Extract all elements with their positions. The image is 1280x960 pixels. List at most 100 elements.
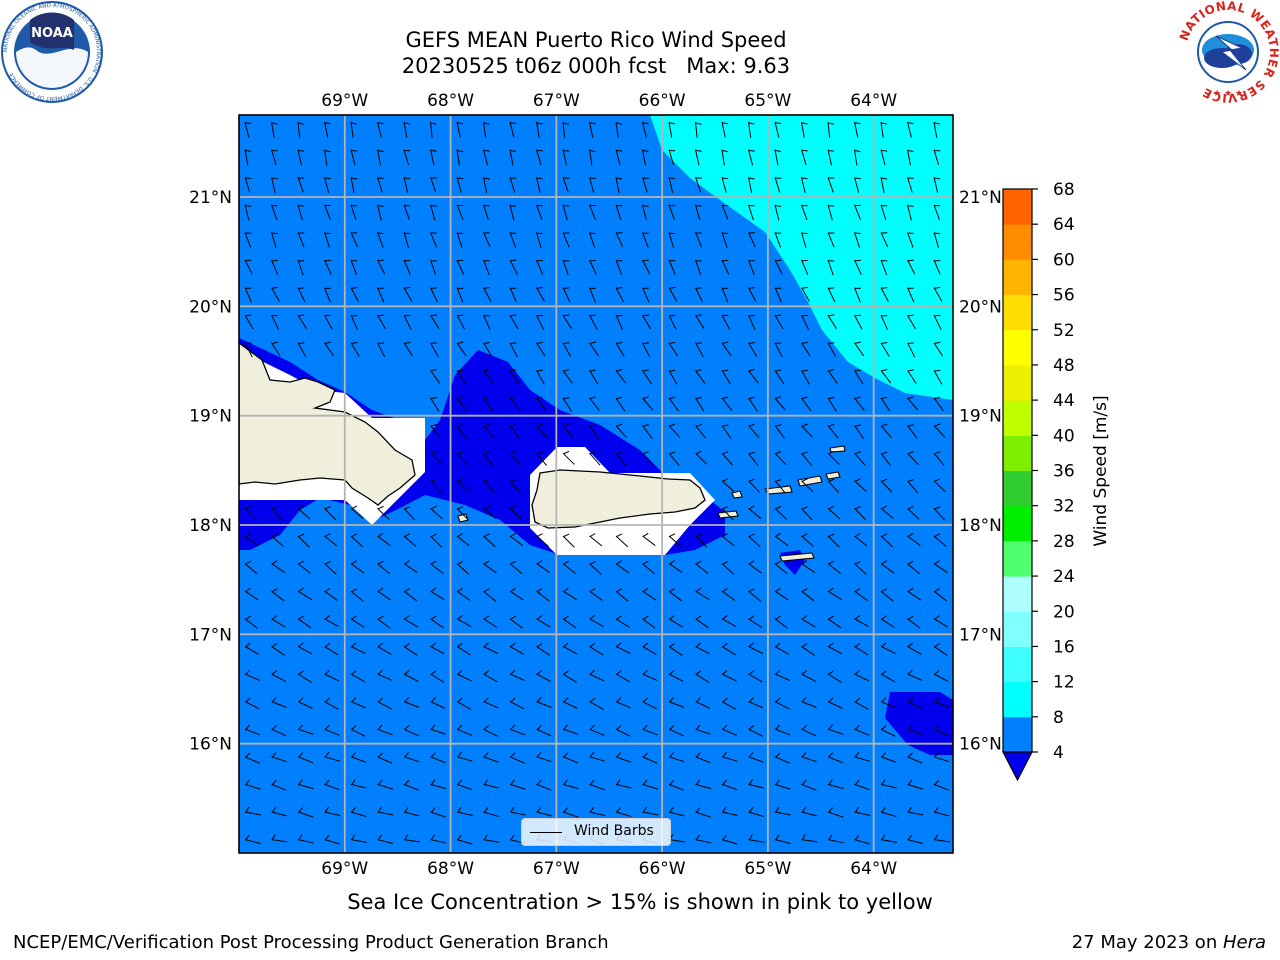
wind-barb: [244, 287, 252, 303]
wind-barb: [297, 342, 307, 358]
wind-barb: [907, 121, 914, 138]
wind-barb: [271, 204, 278, 221]
wind-barb: [562, 724, 579, 735]
wind-barb: [721, 314, 731, 330]
wind-barb: [350, 341, 360, 357]
wind-barb: [827, 560, 841, 574]
wind-barb: [589, 121, 596, 138]
wind-barb: [748, 259, 755, 276]
wind-barb: [668, 177, 676, 193]
lon-tick-label-bottom: 68°W: [427, 859, 474, 879]
wind-barb: [933, 588, 947, 602]
wind-barb: [642, 204, 649, 221]
wind-barb: [668, 588, 682, 602]
graticule: [239, 115, 953, 853]
wind-barb: [801, 259, 809, 275]
wind-barb: [721, 834, 738, 845]
wind-barb: [430, 397, 440, 412]
wind-barb: [589, 451, 601, 466]
wind-barb: [483, 423, 495, 439]
colorbar-segment: [1003, 646, 1032, 683]
wind-barb: [271, 177, 278, 193]
wind-barb: [721, 478, 735, 492]
wind-barb: [907, 697, 922, 710]
wind-barb: [615, 642, 631, 654]
wind-barb: [271, 149, 278, 166]
wind-barb: [748, 670, 763, 683]
wind-barb: [483, 368, 494, 384]
wind-barb: [854, 232, 861, 248]
wind-barb: [456, 506, 469, 521]
wind-barb: [536, 423, 548, 438]
wind-barb: [907, 724, 923, 736]
wind-barb: [827, 779, 844, 790]
wind-barb: [324, 561, 337, 575]
wind-barb: [748, 615, 763, 628]
wind-barb: [748, 779, 765, 789]
lat-tick-label-left: 19°N: [189, 407, 232, 427]
wind-barb: [854, 751, 871, 762]
wind-barb: [933, 121, 941, 138]
wind-barb: [271, 533, 284, 547]
wind-barb: [668, 643, 683, 656]
wind-barb: [403, 121, 411, 138]
wind-barb: [907, 177, 914, 193]
wind-barb: [456, 259, 465, 275]
wind-barb: [642, 287, 650, 303]
svg-text:NOAA: NOAA: [31, 26, 73, 41]
wind-barb: [827, 423, 839, 439]
wind-barb: [801, 752, 817, 763]
wind-barb: [748, 697, 764, 709]
wind-barb: [350, 259, 358, 276]
tick-labels: 69°W 69°W 68°W 68°W 67°W 67°W 66°W 66°W 65°W 65°W…: [189, 91, 1002, 879]
wind-barb: [748, 807, 764, 818]
wind-barb: [642, 587, 657, 601]
wind-barb: [907, 149, 914, 166]
wind-barb: [695, 342, 704, 358]
wind-barb: [430, 149, 437, 166]
wind-barb: [668, 697, 685, 708]
wind-barb: [589, 396, 600, 411]
wind-barb: [854, 314, 863, 330]
lon-tick-label-bottom: 65°W: [744, 859, 791, 879]
wind-barb: [721, 751, 738, 762]
wind-barb: [483, 588, 497, 602]
wind-barb: [271, 588, 285, 602]
wind-barb: [933, 423, 946, 438]
wind-barb: [589, 724, 605, 736]
wind-barb: [271, 232, 278, 248]
colorbar-segment: [1003, 259, 1032, 296]
colorbar-tick-label: 40: [1053, 426, 1075, 446]
wind-barb: [615, 533, 629, 548]
wind-barb: [536, 779, 552, 791]
wind-barb: [377, 342, 386, 358]
wind-barb: [880, 560, 895, 574]
wind-barb: [827, 204, 835, 221]
wind-barb: [933, 478, 946, 493]
wind-barb: [350, 314, 359, 330]
wind-barb: [562, 259, 570, 276]
wind-barb: [244, 642, 260, 655]
wind-barb: [589, 669, 605, 682]
wind-barb: [801, 286, 810, 302]
wind-barb: [509, 342, 518, 358]
wind-barb: [907, 451, 919, 466]
wind-barb: [695, 232, 703, 248]
wind-barb: [827, 724, 844, 735]
wind-barb: [721, 779, 738, 791]
wind-barb: [642, 314, 652, 330]
wind-barb: [589, 642, 604, 656]
wind-barb: [456, 806, 473, 816]
wind-barb: [907, 642, 922, 655]
wind-barb: [668, 560, 683, 573]
wind-barb: [854, 204, 861, 220]
wind-barb: [350, 779, 367, 789]
wind-barb: [801, 834, 818, 843]
wind-barb: [509, 615, 524, 629]
wind-barb: [562, 397, 572, 412]
wind-barb: [801, 423, 813, 438]
wind-barb: [403, 724, 419, 737]
lon-tick-label-top: 64°W: [850, 91, 897, 111]
wind-barb: [536, 121, 543, 138]
wind-barb: [615, 725, 631, 737]
